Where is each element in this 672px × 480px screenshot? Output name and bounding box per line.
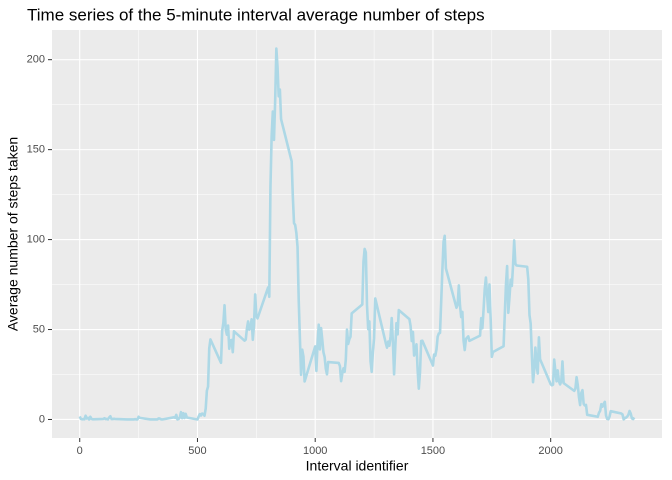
x-axis-title: Interval identifier bbox=[306, 458, 409, 474]
grid bbox=[52, 30, 662, 438]
y-tick-label: 50 bbox=[33, 323, 45, 335]
data-line bbox=[78, 47, 636, 421]
x-tick-label: 500 bbox=[188, 445, 206, 457]
x-tick-label: 1500 bbox=[421, 445, 445, 457]
y-tick-label: 0 bbox=[39, 413, 45, 425]
y-axis-title: Average number of steps taken bbox=[5, 137, 21, 331]
x-tick-label: 2000 bbox=[538, 445, 562, 457]
x-tick-label: 1000 bbox=[303, 445, 327, 457]
chart-title: Time series of the 5-minute interval ave… bbox=[27, 5, 485, 24]
y-tick-label: 150 bbox=[27, 144, 45, 156]
y-tick-label: 100 bbox=[27, 233, 45, 245]
panel bbox=[52, 30, 662, 438]
x-tick-label: 0 bbox=[77, 445, 83, 457]
plot-area bbox=[78, 47, 636, 421]
y-tick-label: 200 bbox=[27, 54, 45, 66]
